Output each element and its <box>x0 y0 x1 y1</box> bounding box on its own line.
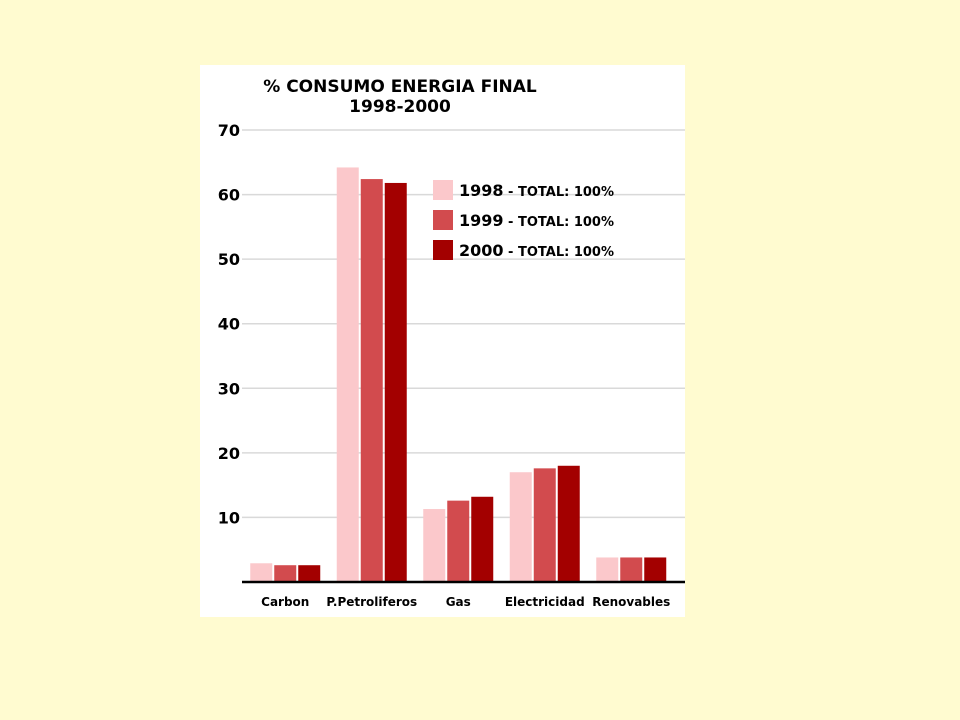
bar-1999-electricidad <box>533 468 556 582</box>
bar-2000-carbon <box>298 565 321 582</box>
y-tick-label-50: 50 <box>218 250 240 269</box>
y-tick-label-10: 10 <box>218 508 240 527</box>
chart-panel: % CONSUMO ENERGIA FINAL 1998-2000 10 20 30… <box>200 65 685 617</box>
legend-swatch-1998 <box>433 180 453 200</box>
x-tick-label-ppetroliferos: P.Petroliferos <box>326 595 417 609</box>
chart-title-line1: % CONSUMO ENERGIA FINAL <box>263 77 537 97</box>
chart-title-line2: 1998-2000 <box>349 97 451 117</box>
grid-lines <box>242 129 685 519</box>
legend-swatch-1999 <box>433 210 453 230</box>
y-tick-label-60: 60 <box>218 186 240 205</box>
x-tick-label-gas: Gas <box>446 595 471 609</box>
bar-1999-renovables <box>620 557 643 582</box>
bar-1999-gas <box>447 500 470 582</box>
bar-2000-ppetroliferos <box>384 182 407 582</box>
bar-1999-carbon <box>274 565 297 582</box>
bar-1999-ppetroliferos <box>360 179 383 582</box>
legend-label-2000: 2000 - TOTAL: 100% <box>459 241 614 260</box>
bar-1998-electricidad <box>509 472 532 582</box>
x-tick-label-electricidad: Electricidad <box>505 595 585 609</box>
y-tick-label-20: 20 <box>218 444 240 463</box>
x-tick-label-carbon: Carbon <box>261 595 309 609</box>
bar-2000-renovables <box>644 557 667 582</box>
bar-1998-gas <box>423 509 446 582</box>
axes: 10 20 30 40 50 60 70 Carbon P.Petroliferos Gas Ele… <box>218 121 685 609</box>
bar-1998-renovables <box>596 557 619 582</box>
y-tick-label-30: 30 <box>218 379 240 398</box>
bars <box>250 167 667 583</box>
legend-label-1999: 1999 - TOTAL: 100% <box>459 211 614 230</box>
legend: 1998 - TOTAL: 100% 1999 - TOTAL: 100% 2000… <box>433 180 614 260</box>
legend-swatch-2000 <box>433 240 453 260</box>
legend-label-1998: 1998 - TOTAL: 100% <box>459 181 614 200</box>
y-tick-label-40: 40 <box>218 315 240 334</box>
bar-chart: % CONSUMO ENERGIA FINAL 1998-2000 10 20 30… <box>218 77 685 609</box>
y-tick-label-70: 70 <box>218 121 240 140</box>
x-tick-label-renovables: Renovables <box>592 595 670 609</box>
bar-1998-ppetroliferos <box>336 167 359 583</box>
bar-1998-carbon <box>250 563 273 582</box>
bar-2000-electricidad <box>557 465 580 582</box>
bar-2000-gas <box>471 496 494 582</box>
